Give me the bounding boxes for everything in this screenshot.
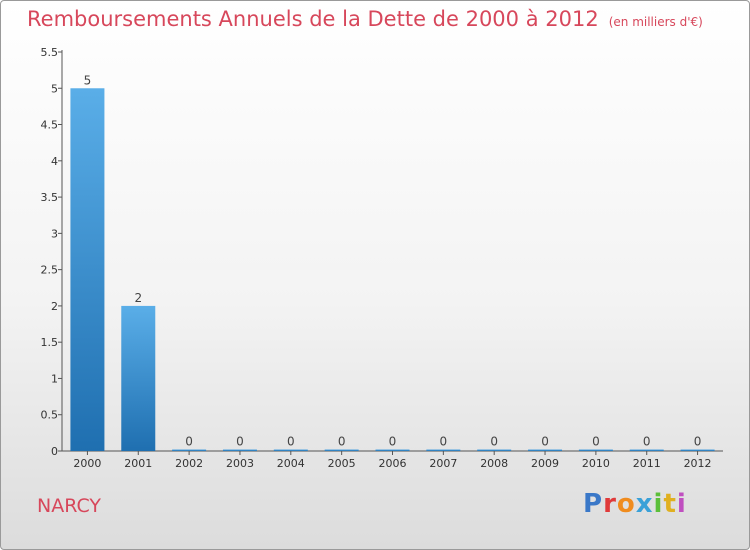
data-label-2003: 0 — [236, 435, 244, 449]
y-tick-label: 0.5 — [41, 409, 59, 422]
chart-title-text: Remboursements Annuels de la Dette de 20… — [27, 7, 599, 31]
y-tick-label: 4.5 — [41, 119, 59, 132]
x-tick-label-2006: 2006 — [379, 457, 407, 470]
data-label-2011: 0 — [643, 435, 651, 449]
x-tick-label-2002: 2002 — [175, 457, 203, 470]
bar-2004 — [273, 449, 308, 451]
data-label-2000: 5 — [84, 73, 92, 87]
x-tick-label-2008: 2008 — [480, 457, 508, 470]
bar-2007 — [426, 449, 461, 451]
bar-2010 — [578, 449, 613, 451]
data-label-2009: 0 — [541, 435, 549, 449]
bar-2001 — [121, 305, 156, 451]
x-tick-label-2012: 2012 — [684, 457, 712, 470]
data-label-2001: 2 — [134, 291, 142, 305]
bar-2002 — [172, 449, 207, 451]
data-label-2010: 0 — [592, 435, 600, 449]
x-tick-label-2007: 2007 — [429, 457, 457, 470]
y-tick-label: 2.5 — [41, 264, 59, 277]
x-tick-label-2004: 2004 — [277, 457, 305, 470]
data-label-2004: 0 — [287, 435, 295, 449]
data-label-2006: 0 — [389, 435, 397, 449]
bar-2003 — [222, 449, 257, 451]
y-tick-label: 2 — [51, 300, 58, 313]
y-tick-label: 1 — [51, 372, 58, 385]
x-tick-label-2011: 2011 — [633, 457, 661, 470]
bar-2008 — [477, 449, 512, 451]
y-tick-label: 5.5 — [41, 46, 59, 59]
proxiti-logo: Proxiti — [583, 489, 687, 519]
bar-2011 — [629, 449, 664, 451]
y-tick-label: 0 — [51, 445, 58, 458]
data-label-2005: 0 — [338, 435, 346, 449]
y-tick-label: 5 — [51, 82, 58, 95]
bar-2006 — [375, 449, 410, 451]
y-tick-label: 1.5 — [41, 336, 59, 349]
x-tick-label-2009: 2009 — [531, 457, 559, 470]
data-label-2008: 0 — [490, 435, 498, 449]
data-label-2012: 0 — [694, 435, 702, 449]
bar-2000 — [70, 88, 105, 451]
y-tick-label: 4 — [51, 155, 58, 168]
x-tick-label-2000: 2000 — [73, 457, 101, 470]
x-tick-label-2001: 2001 — [124, 457, 152, 470]
data-label-2007: 0 — [440, 435, 448, 449]
y-tick-label: 3 — [51, 227, 58, 240]
chart-title: Remboursements Annuels de la Dette de 20… — [27, 7, 703, 31]
x-tick-label-2010: 2010 — [582, 457, 610, 470]
x-tick-label-2003: 2003 — [226, 457, 254, 470]
town-name: NARCY — [37, 495, 102, 517]
bar-2005 — [324, 449, 359, 451]
bar-2009 — [528, 449, 563, 451]
y-tick-label: 3.5 — [41, 191, 59, 204]
chart-unit-label: (en milliers d'€) — [608, 15, 703, 29]
data-label-2002: 0 — [185, 435, 193, 449]
x-tick-label-2005: 2005 — [328, 457, 356, 470]
bar-2012 — [680, 449, 715, 451]
